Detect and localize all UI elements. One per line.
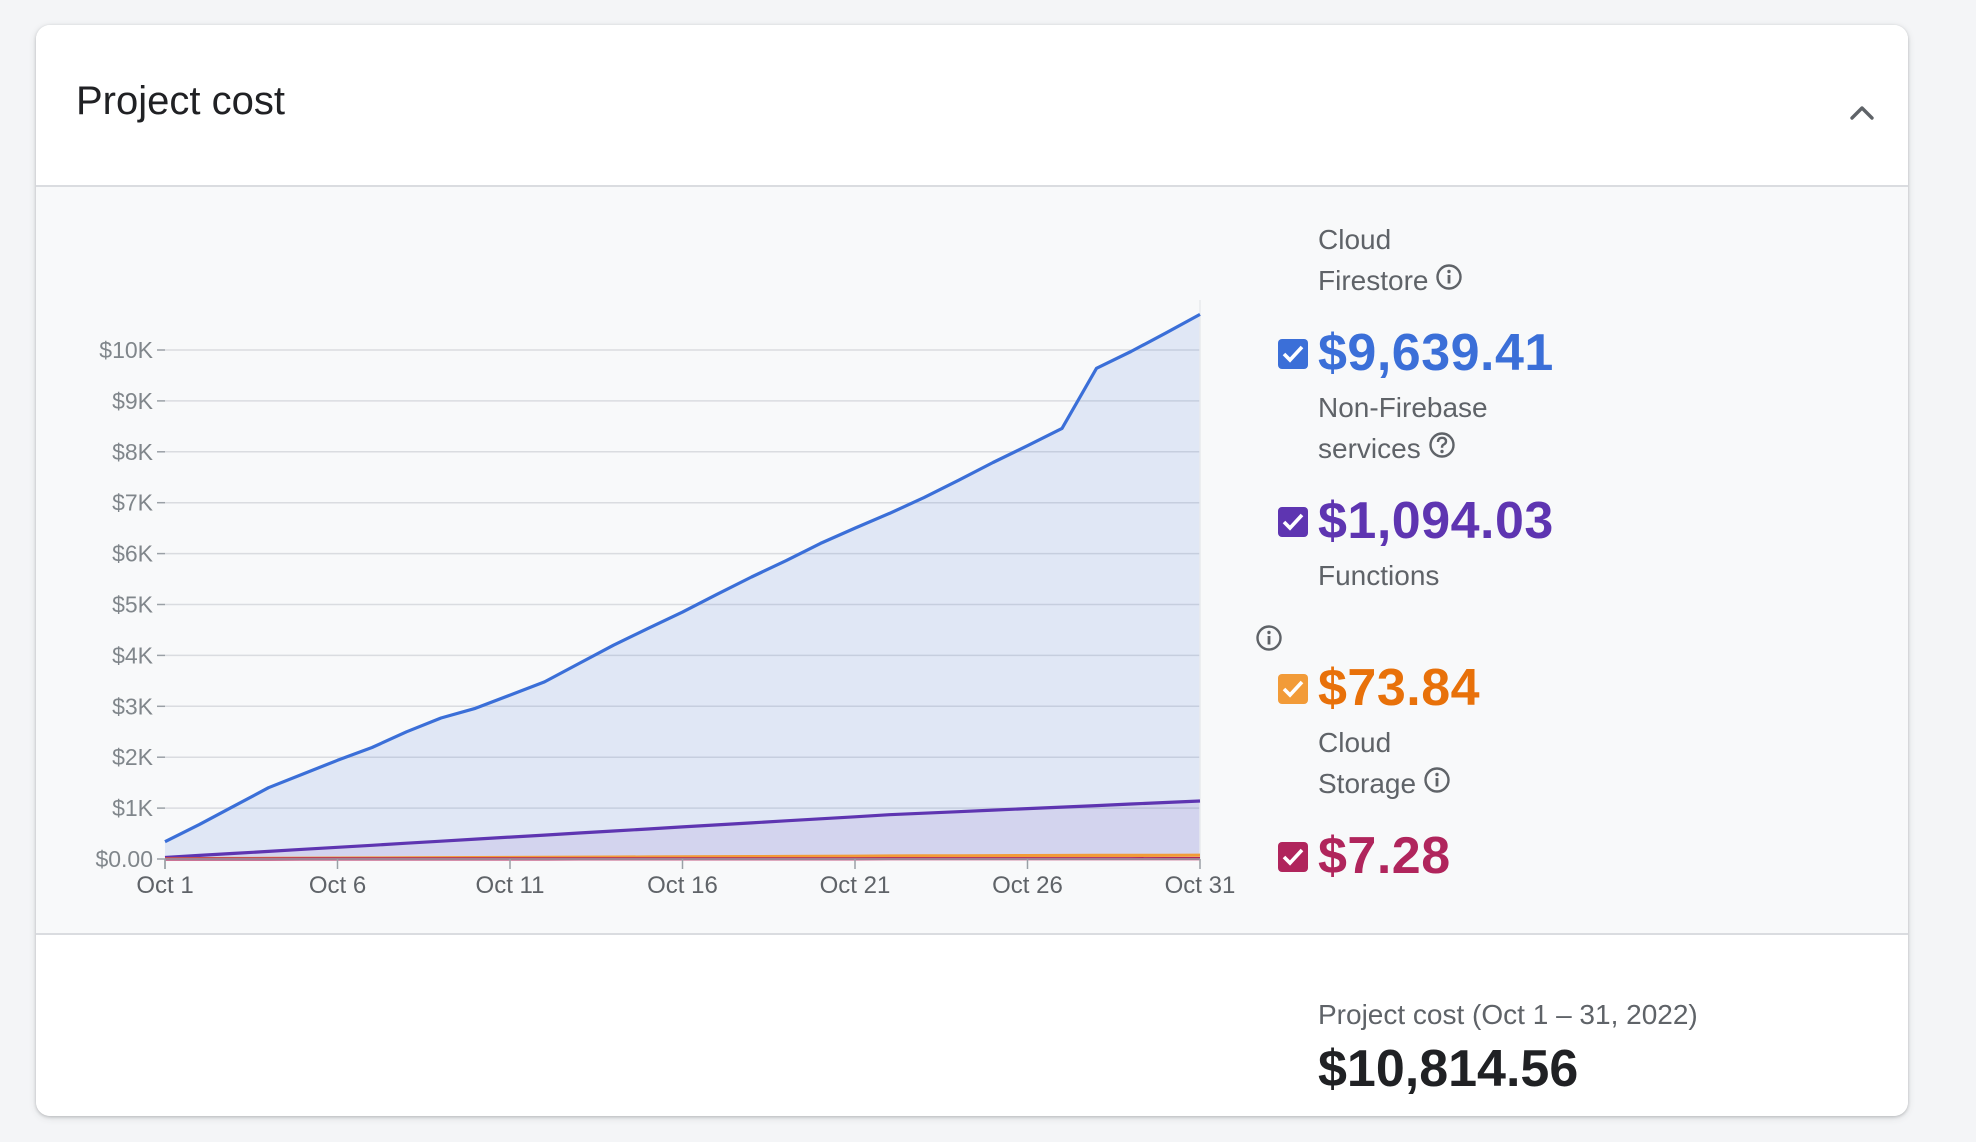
legend-label: Cloud Storage bbox=[1318, 722, 1528, 806]
y-tick-label: $7K bbox=[112, 490, 154, 516]
series-area bbox=[165, 314, 1200, 859]
legend-label: Cloud Firestore bbox=[1318, 219, 1528, 303]
card-header: Project cost bbox=[36, 25, 1908, 187]
info-icon[interactable] bbox=[1422, 765, 1452, 806]
y-tick-label: $2K bbox=[112, 744, 154, 770]
series-area bbox=[165, 801, 1200, 859]
y-tick-label: $10K bbox=[99, 337, 153, 363]
y-tick-label: $4K bbox=[112, 642, 154, 668]
y-tick-label: $6K bbox=[112, 541, 154, 567]
y-tick-label: $8K bbox=[112, 439, 154, 465]
info-icon[interactable] bbox=[1254, 623, 1284, 658]
legend-label-line: services bbox=[1318, 433, 1421, 464]
y-tick-label: $3K bbox=[112, 693, 154, 719]
legend-value: $1,094.03 bbox=[1318, 492, 1554, 550]
collapse-button[interactable] bbox=[1844, 99, 1880, 127]
x-tick-label: Oct 6 bbox=[309, 872, 366, 899]
total-label: Project cost (Oct 1 – 31, 2022) bbox=[1318, 999, 1698, 1030]
x-tick-label: Oct 26 bbox=[992, 872, 1063, 899]
legend-value: $9,639.41 bbox=[1318, 324, 1554, 382]
check-icon bbox=[1282, 680, 1304, 698]
chevron-up-icon bbox=[1850, 106, 1874, 120]
y-tick-label: $9K bbox=[112, 388, 154, 414]
total-value: $10,814.56 bbox=[1318, 1040, 1579, 1098]
legend-label-line: Firestore bbox=[1318, 265, 1429, 296]
legend-label: Non-Firebase services bbox=[1318, 387, 1528, 471]
series-line bbox=[164, 312, 1201, 844]
legend-checkbox-functions[interactable] bbox=[1278, 674, 1308, 704]
series-line bbox=[164, 799, 1201, 860]
info-icon[interactable] bbox=[1434, 262, 1464, 303]
legend-value: $7.28 bbox=[1318, 827, 1451, 885]
legend-checkbox-cloud-firestore[interactable] bbox=[1278, 339, 1308, 369]
legend-label-line: Non-Firebase bbox=[1318, 392, 1488, 423]
x-tick-label: Oct 31 bbox=[1165, 872, 1236, 899]
x-tick-label: Oct 1 bbox=[136, 872, 193, 899]
legend-label-line: Storage bbox=[1318, 768, 1417, 799]
cost-summary-footer: Project cost (Oct 1 – 31, 2022) $10,814.… bbox=[36, 935, 1908, 1116]
card-title: Project cost bbox=[76, 79, 285, 123]
legend-label: Functions bbox=[1318, 555, 1528, 596]
legend-label-line: Functions bbox=[1318, 560, 1440, 591]
help-icon[interactable] bbox=[1427, 430, 1457, 471]
check-icon bbox=[1282, 345, 1304, 363]
y-tick-label: $0.00 bbox=[95, 846, 153, 872]
legend-value: $73.84 bbox=[1318, 659, 1481, 717]
legend-label-line: Cloud bbox=[1318, 224, 1392, 255]
y-tick-label: $5K bbox=[112, 592, 154, 618]
legend-label-line: Cloud bbox=[1318, 727, 1392, 758]
legend-checkbox-non-firebase-services[interactable] bbox=[1278, 507, 1308, 537]
project-cost-card: Project cost $0.00 $1K $2K $3K $4K $5K $6K $7K $… bbox=[36, 25, 1908, 1116]
x-tick-label: Oct 21 bbox=[820, 872, 891, 899]
check-icon bbox=[1282, 513, 1304, 531]
cost-chart: $0.00 $1K $2K $3K $4K $5K $6K $7K $8K $9K $10K Oct … bbox=[95, 300, 1236, 899]
chart-area: $0.00 $1K $2K $3K $4K $5K $6K $7K $8K $9K $10K Oct … bbox=[36, 187, 1908, 935]
check-icon bbox=[1282, 848, 1304, 866]
y-tick-label: $1K bbox=[112, 795, 154, 821]
legend-checkbox-cloud-storage[interactable] bbox=[1278, 842, 1308, 872]
x-tick-label: Oct 16 bbox=[647, 872, 718, 899]
x-tick-label: Oct 11 bbox=[476, 872, 545, 899]
